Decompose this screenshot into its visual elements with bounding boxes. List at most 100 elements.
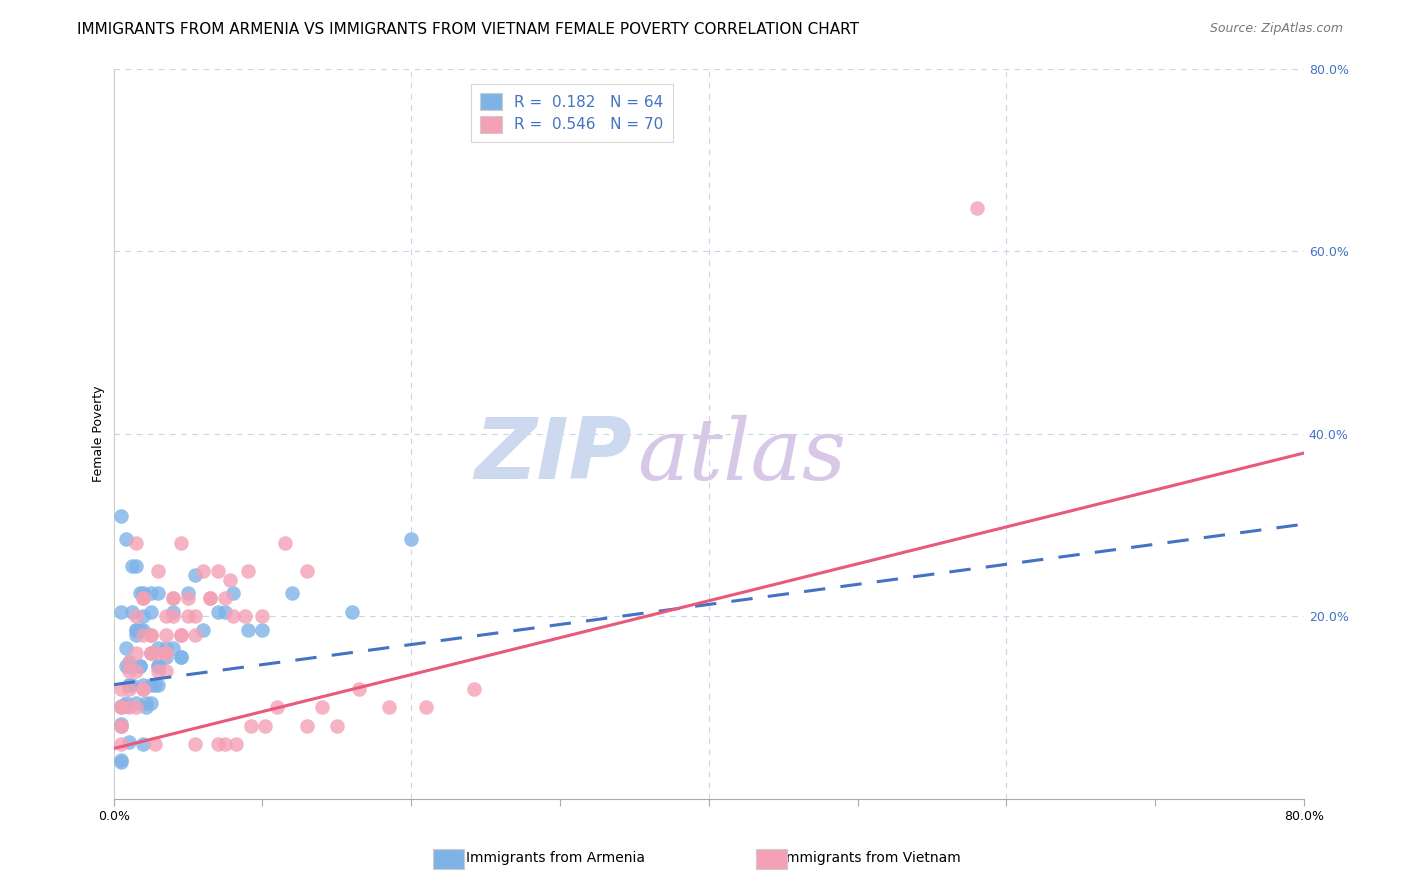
Point xyxy=(148,664,170,678)
Point xyxy=(200,591,222,605)
Point xyxy=(117,735,139,749)
Point xyxy=(169,536,191,550)
Point xyxy=(117,700,139,714)
Point xyxy=(114,532,136,546)
Point xyxy=(184,737,207,751)
Point xyxy=(125,559,148,574)
Point xyxy=(132,737,155,751)
Point xyxy=(110,719,132,733)
Point xyxy=(117,655,139,669)
Point xyxy=(162,605,184,619)
Text: Source: ZipAtlas.com: Source: ZipAtlas.com xyxy=(1209,22,1343,36)
Point xyxy=(214,605,236,619)
Point xyxy=(125,696,148,710)
Point xyxy=(340,605,363,619)
Point xyxy=(117,682,139,697)
Point xyxy=(114,641,136,656)
Point xyxy=(148,641,170,656)
Point xyxy=(184,609,207,624)
Point xyxy=(139,605,162,619)
Point xyxy=(129,659,152,673)
Point xyxy=(463,682,485,697)
Point xyxy=(125,646,148,660)
Point xyxy=(110,753,132,767)
Point xyxy=(236,623,259,637)
Point xyxy=(143,678,166,692)
Point xyxy=(148,564,170,578)
Point xyxy=(110,755,132,769)
Point xyxy=(254,719,277,733)
Point xyxy=(233,609,256,624)
Point xyxy=(117,659,139,673)
Point xyxy=(139,586,162,600)
Point xyxy=(966,201,988,215)
Y-axis label: Female Poverty: Female Poverty xyxy=(93,385,105,482)
Point xyxy=(114,696,136,710)
Point xyxy=(117,655,139,669)
Point xyxy=(110,698,132,713)
Point xyxy=(139,646,162,660)
Point xyxy=(155,627,177,641)
Point xyxy=(252,623,274,637)
Point xyxy=(143,737,166,751)
Point xyxy=(162,641,184,656)
Text: Immigrants from Armenia: Immigrants from Armenia xyxy=(465,851,645,865)
Point xyxy=(252,609,274,624)
Point xyxy=(117,664,139,678)
Point xyxy=(110,737,132,751)
Point xyxy=(110,700,132,714)
Point xyxy=(132,623,155,637)
Point xyxy=(218,573,240,587)
Point xyxy=(347,682,370,697)
Point xyxy=(125,623,148,637)
Point xyxy=(236,564,259,578)
Point xyxy=(155,664,177,678)
Point xyxy=(169,627,191,641)
Point xyxy=(221,586,243,600)
Point xyxy=(155,641,177,656)
Point xyxy=(125,664,148,678)
Point xyxy=(169,650,191,665)
Point xyxy=(191,623,214,637)
Point xyxy=(239,719,262,733)
Point xyxy=(117,678,139,692)
Point xyxy=(139,696,162,710)
Point xyxy=(148,659,170,673)
Point xyxy=(114,698,136,713)
Point xyxy=(132,591,155,605)
Point xyxy=(207,564,229,578)
Point xyxy=(121,605,143,619)
Point xyxy=(125,609,148,624)
Point xyxy=(162,591,184,605)
Point xyxy=(295,719,318,733)
Point xyxy=(139,627,162,641)
Point xyxy=(266,700,288,714)
Point xyxy=(132,682,155,697)
Point xyxy=(207,605,229,619)
Point xyxy=(162,609,184,624)
Point xyxy=(214,737,236,751)
Point xyxy=(125,700,148,714)
Text: IMMIGRANTS FROM ARMENIA VS IMMIGRANTS FROM VIETNAM FEMALE POVERTY CORRELATION CH: IMMIGRANTS FROM ARMENIA VS IMMIGRANTS FR… xyxy=(77,22,859,37)
Point xyxy=(135,700,157,714)
Point xyxy=(415,700,437,714)
Point xyxy=(132,591,155,605)
Point xyxy=(132,586,155,600)
Point xyxy=(110,605,132,619)
Point xyxy=(378,700,401,714)
Point xyxy=(139,627,162,641)
Point xyxy=(191,564,214,578)
Point xyxy=(129,586,152,600)
Point xyxy=(155,646,177,660)
Point xyxy=(162,591,184,605)
Point xyxy=(200,591,222,605)
Point xyxy=(399,532,422,546)
Point xyxy=(311,700,333,714)
Point xyxy=(129,659,152,673)
Point xyxy=(132,627,155,641)
Legend: R =  0.182   N = 64, R =  0.546   N = 70: R = 0.182 N = 64, R = 0.546 N = 70 xyxy=(471,84,672,142)
Point xyxy=(184,627,207,641)
Point xyxy=(139,646,162,660)
Text: Immigrants from Vietnam: Immigrants from Vietnam xyxy=(782,851,962,865)
Point xyxy=(177,591,200,605)
